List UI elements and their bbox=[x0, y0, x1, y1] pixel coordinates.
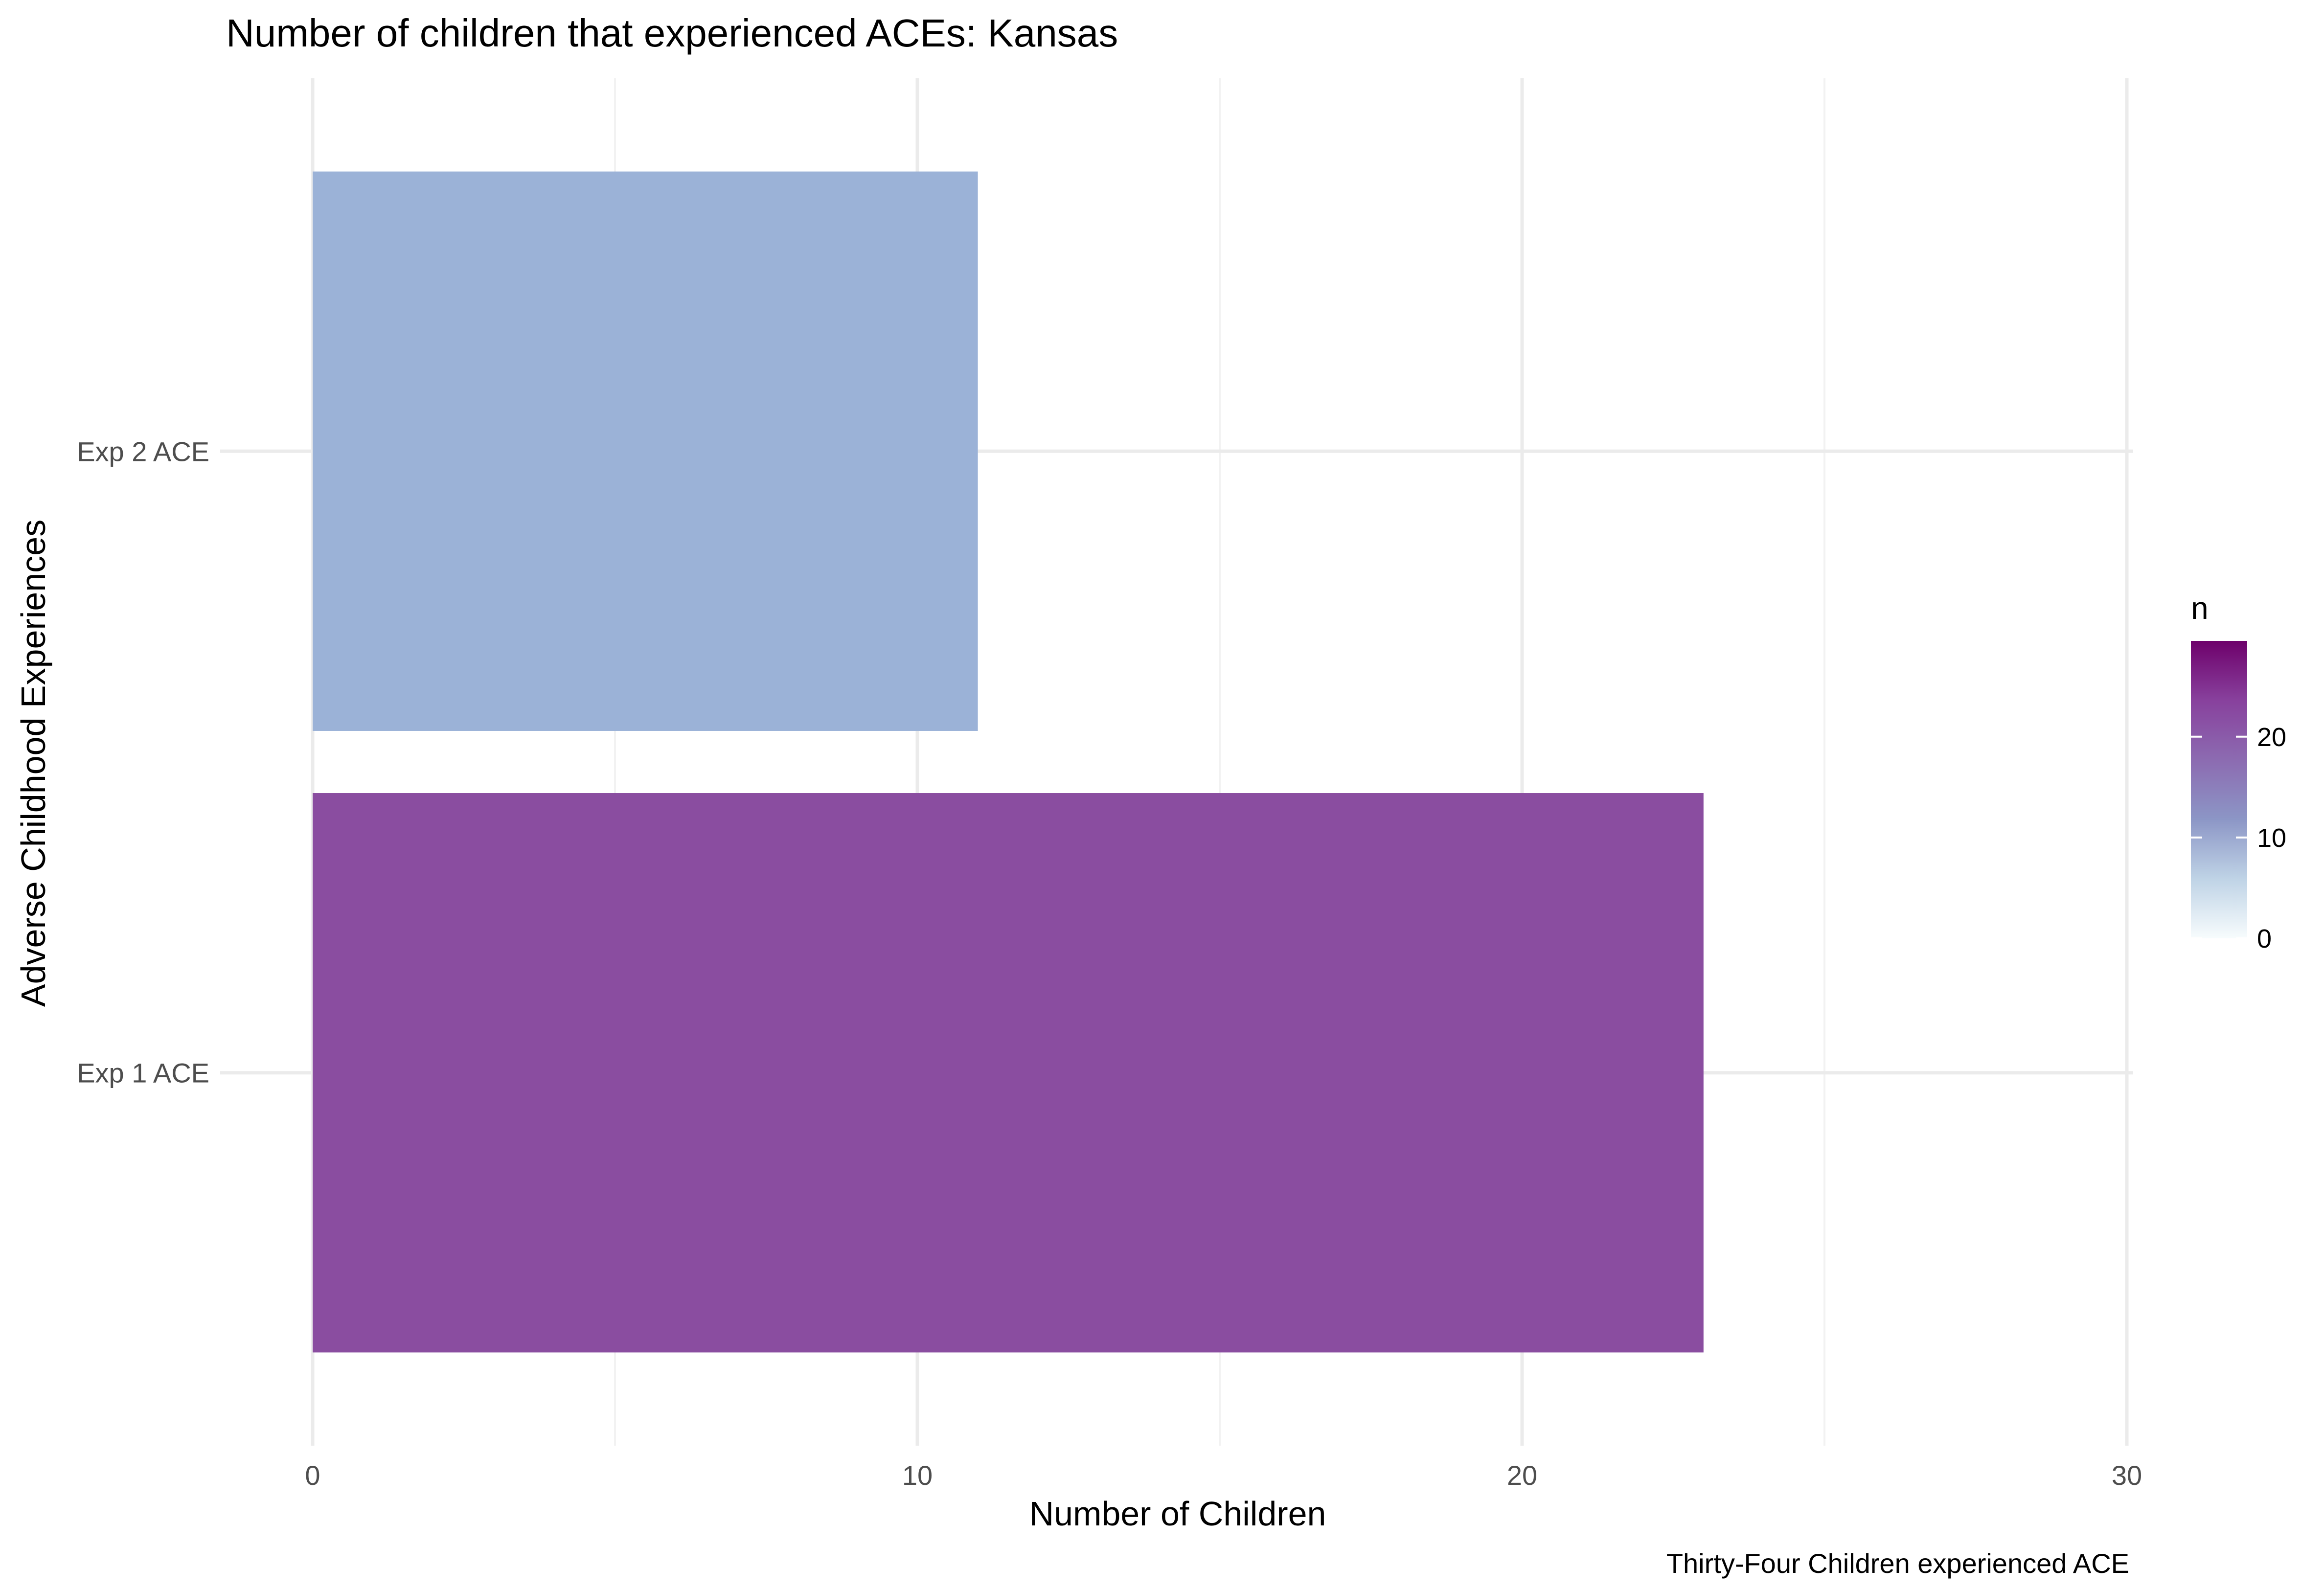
y-tick-label: Exp 2 ACE bbox=[77, 436, 209, 467]
legend-title: n bbox=[2191, 591, 2209, 626]
y-axis-title: Adverse Childhood Experiences bbox=[14, 520, 52, 1007]
x-tick-label: 20 bbox=[1507, 1460, 1537, 1491]
x-axis-title: Number of Children bbox=[1029, 1495, 1326, 1533]
x-tick-label: 10 bbox=[902, 1460, 933, 1491]
legend-tick-label: 0 bbox=[2257, 924, 2272, 954]
chart-caption: Thirty-Four Children experienced ACE bbox=[1666, 1548, 2129, 1579]
legend-colorbar bbox=[2191, 641, 2247, 938]
y-tick-label: Exp 1 ACE bbox=[77, 1058, 209, 1089]
chart-title: Number of children that experienced ACEs… bbox=[226, 11, 1118, 55]
bars bbox=[313, 171, 1704, 1353]
bar-exp-2-ace bbox=[313, 171, 978, 731]
x-tick-label: 0 bbox=[305, 1460, 320, 1491]
x-axis-ticks: 0 10 20 30 bbox=[305, 1460, 2142, 1491]
legend-ticks: 0 10 20 bbox=[2191, 723, 2286, 954]
color-legend: n 0 10 20 bbox=[2191, 591, 2286, 954]
bar-exp-1-ace bbox=[313, 793, 1704, 1353]
x-tick-label: 30 bbox=[2112, 1460, 2142, 1491]
legend-tick-label: 20 bbox=[2257, 723, 2286, 752]
legend-tick-label: 10 bbox=[2257, 823, 2286, 853]
y-axis-ticks: Exp 1 ACE Exp 2 ACE bbox=[77, 436, 209, 1088]
